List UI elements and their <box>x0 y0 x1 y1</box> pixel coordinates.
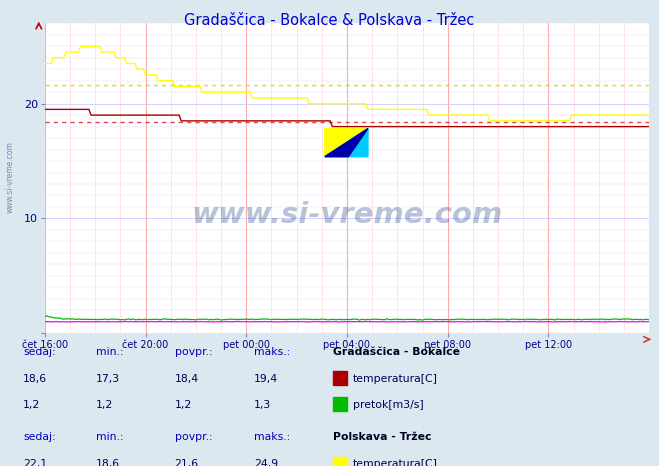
Text: 24,9: 24,9 <box>254 459 278 466</box>
Text: 22,1: 22,1 <box>23 459 47 466</box>
Polygon shape <box>325 129 368 157</box>
Text: 1,2: 1,2 <box>96 400 113 410</box>
Text: Gradaščica - Bokalce & Polskava - Tržec: Gradaščica - Bokalce & Polskava - Tržec <box>185 13 474 28</box>
Text: 1,3: 1,3 <box>254 400 271 410</box>
Text: temperatura[C]: temperatura[C] <box>353 459 438 466</box>
Text: www.si-vreme.com: www.si-vreme.com <box>5 141 14 213</box>
Text: 17,3: 17,3 <box>96 374 120 384</box>
Text: min.:: min.: <box>96 347 123 357</box>
Text: Gradaščica - Bokalce: Gradaščica - Bokalce <box>333 347 460 357</box>
Text: 19,4: 19,4 <box>254 374 278 384</box>
Text: 18,4: 18,4 <box>175 374 199 384</box>
Text: 1,2: 1,2 <box>23 400 40 410</box>
Text: Polskava - Tržec: Polskava - Tržec <box>333 432 431 442</box>
Text: maks.:: maks.: <box>254 432 290 442</box>
Text: pretok[m3/s]: pretok[m3/s] <box>353 400 423 410</box>
Text: povpr.:: povpr.: <box>175 432 212 442</box>
Text: min.:: min.: <box>96 432 123 442</box>
Text: temperatura[C]: temperatura[C] <box>353 374 438 384</box>
Text: 21,6: 21,6 <box>175 459 199 466</box>
Text: sedaj:: sedaj: <box>23 347 56 357</box>
Text: 18,6: 18,6 <box>23 374 47 384</box>
Text: maks.:: maks.: <box>254 347 290 357</box>
Text: 18,6: 18,6 <box>96 459 120 466</box>
Text: sedaj:: sedaj: <box>23 432 56 442</box>
Text: 1,2: 1,2 <box>175 400 192 410</box>
Text: www.si-vreme.com: www.si-vreme.com <box>191 201 503 229</box>
Text: povpr.:: povpr.: <box>175 347 212 357</box>
Polygon shape <box>325 129 368 157</box>
Polygon shape <box>325 129 368 157</box>
